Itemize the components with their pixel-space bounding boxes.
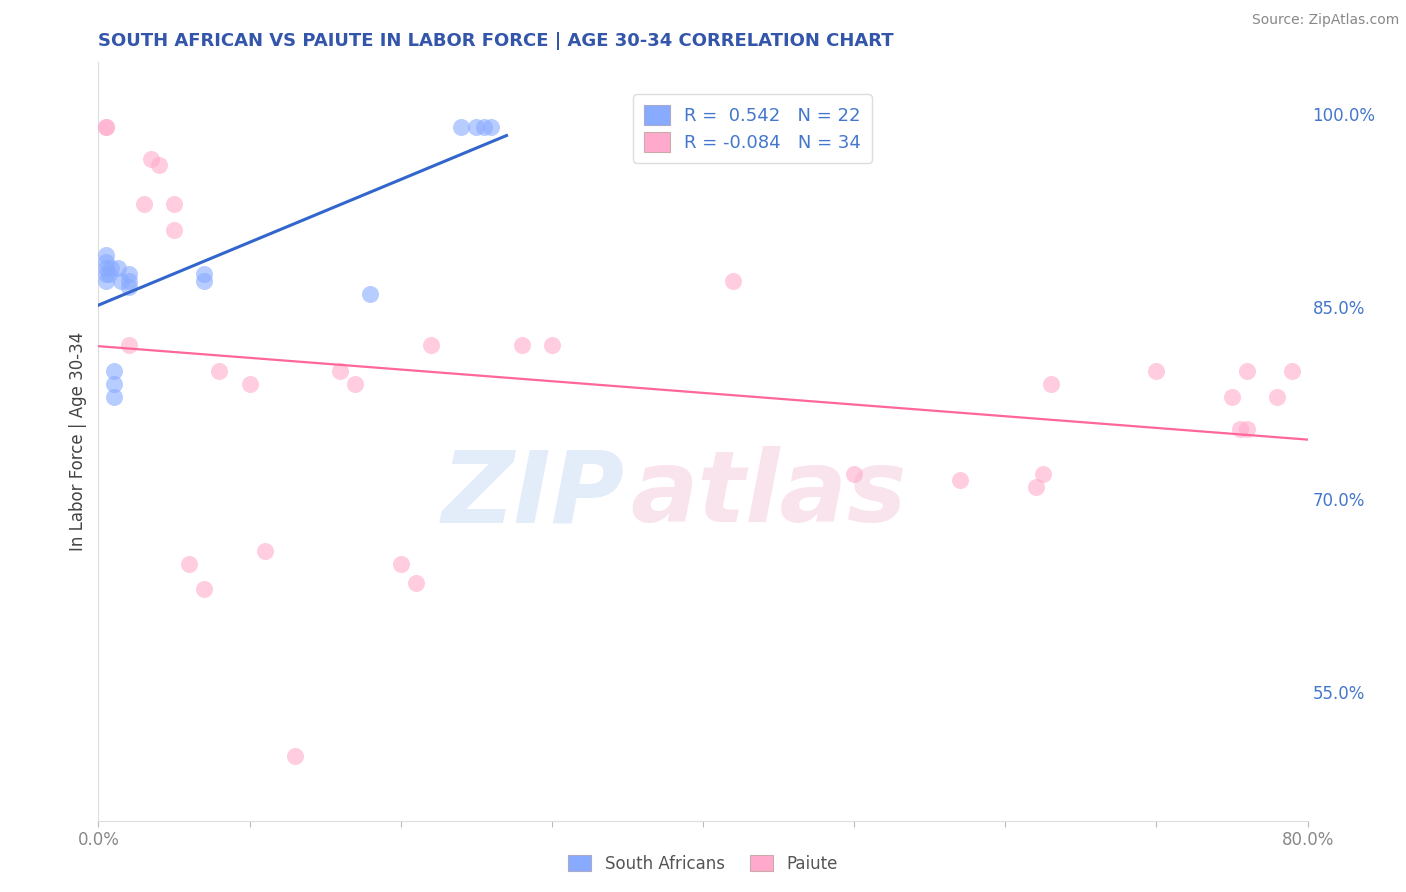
Point bbox=[94, 120, 117, 134]
Point bbox=[163, 222, 186, 236]
Point bbox=[239, 376, 262, 391]
Point bbox=[103, 390, 125, 404]
Y-axis label: In Labor Force | Age 30-34: In Labor Force | Age 30-34 bbox=[69, 332, 87, 551]
Point bbox=[1229, 422, 1251, 436]
Point bbox=[420, 338, 443, 352]
Point bbox=[94, 248, 117, 262]
Point bbox=[107, 261, 129, 276]
Point bbox=[1024, 479, 1046, 493]
Text: SOUTH AFRICAN VS PAIUTE IN LABOR FORCE | AGE 30-34 CORRELATION CHART: SOUTH AFRICAN VS PAIUTE IN LABOR FORCE |… bbox=[98, 32, 894, 50]
Point bbox=[193, 274, 215, 288]
Point bbox=[163, 196, 186, 211]
Point bbox=[389, 557, 412, 571]
Point bbox=[1236, 364, 1258, 378]
Point bbox=[103, 376, 125, 391]
Text: Source: ZipAtlas.com: Source: ZipAtlas.com bbox=[1251, 13, 1399, 28]
Point bbox=[118, 280, 141, 294]
Point bbox=[949, 473, 972, 487]
Point bbox=[110, 274, 132, 288]
Point bbox=[284, 749, 307, 764]
Point bbox=[344, 376, 367, 391]
Point bbox=[465, 120, 488, 134]
Point bbox=[405, 575, 427, 590]
Legend: South Africans, Paiute: South Africans, Paiute bbox=[561, 848, 845, 880]
Point bbox=[94, 274, 117, 288]
Point bbox=[481, 120, 503, 134]
Point bbox=[1236, 422, 1258, 436]
Point bbox=[844, 467, 866, 481]
Point bbox=[1220, 390, 1243, 404]
Point bbox=[148, 158, 170, 172]
Point bbox=[450, 120, 472, 134]
Text: ZIP: ZIP bbox=[441, 446, 624, 543]
Point bbox=[98, 268, 121, 282]
Point bbox=[103, 364, 125, 378]
Point bbox=[193, 582, 215, 597]
Point bbox=[118, 338, 141, 352]
Point bbox=[1032, 467, 1054, 481]
Point bbox=[723, 274, 745, 288]
Point bbox=[1144, 364, 1167, 378]
Point bbox=[540, 338, 562, 352]
Point bbox=[360, 286, 382, 301]
Point bbox=[94, 268, 117, 282]
Point bbox=[141, 152, 163, 166]
Point bbox=[94, 261, 117, 276]
Point bbox=[132, 196, 155, 211]
Point bbox=[118, 274, 141, 288]
Point bbox=[510, 338, 533, 352]
Point bbox=[179, 557, 201, 571]
Point bbox=[94, 254, 117, 268]
Text: atlas: atlas bbox=[630, 446, 907, 543]
Point bbox=[208, 364, 231, 378]
Point bbox=[118, 268, 141, 282]
Point bbox=[193, 268, 215, 282]
Point bbox=[100, 261, 122, 276]
Point bbox=[94, 120, 117, 134]
Legend: R =  0.542   N = 22, R = -0.084   N = 34: R = 0.542 N = 22, R = -0.084 N = 34 bbox=[634, 95, 872, 163]
Point bbox=[329, 364, 352, 378]
Point bbox=[472, 120, 495, 134]
Point bbox=[1281, 364, 1303, 378]
Point bbox=[1267, 390, 1289, 404]
Point bbox=[253, 543, 276, 558]
Point bbox=[1039, 376, 1062, 391]
